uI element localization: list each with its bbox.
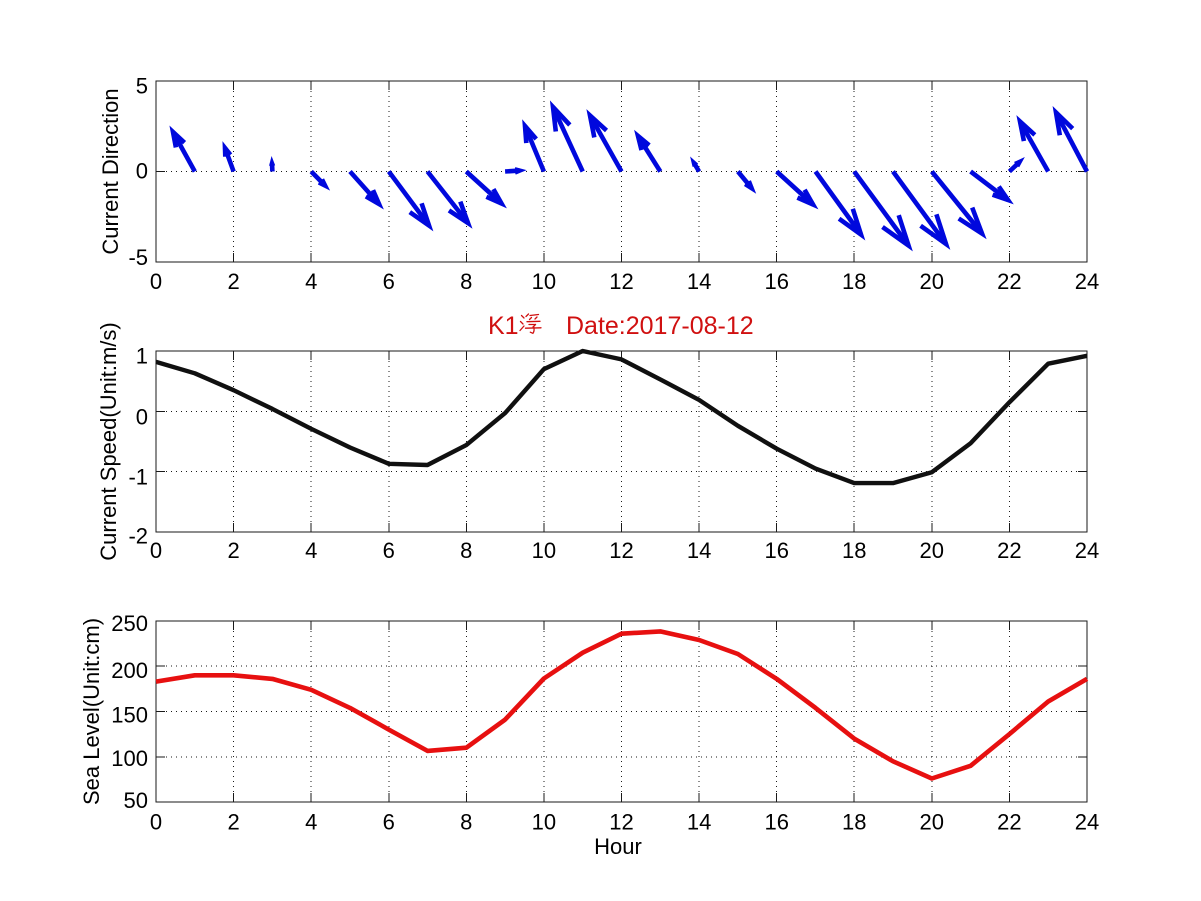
svg-text:20: 20	[920, 538, 944, 563]
svg-text:4: 4	[305, 810, 317, 835]
svg-text:6: 6	[383, 538, 395, 563]
svg-text:8: 8	[460, 538, 472, 563]
svg-text:0: 0	[136, 159, 148, 184]
svg-text:0: 0	[136, 404, 148, 429]
svg-text:14: 14	[687, 269, 711, 294]
svg-text:8: 8	[460, 810, 472, 835]
svg-text:6: 6	[383, 810, 395, 835]
svg-text:Current Direction: Current Direction	[98, 88, 123, 254]
svg-text:10: 10	[532, 538, 556, 563]
svg-text:18: 18	[842, 810, 866, 835]
svg-text:18: 18	[842, 269, 866, 294]
svg-text:Hour: Hour	[594, 834, 642, 859]
svg-text:14: 14	[687, 810, 711, 835]
svg-text:K1: K1	[488, 312, 519, 340]
svg-text:Sea Level(Unit:cm): Sea Level(Unit:cm)	[79, 618, 104, 805]
svg-text:24: 24	[1075, 538, 1099, 563]
svg-text:-2: -2	[128, 523, 148, 548]
svg-text:Date:2017-08-12: Date:2017-08-12	[566, 312, 754, 340]
svg-text:2: 2	[227, 538, 239, 563]
svg-text:5: 5	[136, 74, 148, 99]
svg-text:16: 16	[764, 810, 788, 835]
svg-text:22: 22	[997, 269, 1021, 294]
svg-text:16: 16	[764, 269, 788, 294]
svg-text:0: 0	[150, 269, 162, 294]
svg-text:20: 20	[920, 269, 944, 294]
svg-text:200: 200	[111, 658, 148, 683]
svg-text:0: 0	[150, 538, 162, 563]
svg-text:150: 150	[111, 703, 148, 728]
svg-text:4: 4	[305, 269, 317, 294]
svg-text:6: 6	[383, 269, 395, 294]
svg-text:12: 12	[609, 269, 633, 294]
svg-text:10: 10	[532, 269, 556, 294]
svg-text:14: 14	[687, 538, 711, 563]
svg-text:18: 18	[842, 538, 866, 563]
svg-text:22: 22	[997, 810, 1021, 835]
svg-text:24: 24	[1075, 269, 1099, 294]
svg-text:10: 10	[532, 810, 556, 835]
svg-text:0: 0	[150, 810, 162, 835]
svg-text:1: 1	[136, 343, 148, 368]
svg-text:16: 16	[764, 538, 788, 563]
svg-text:8: 8	[460, 269, 472, 294]
svg-text:2: 2	[227, 269, 239, 294]
svg-text:50: 50	[124, 788, 148, 813]
svg-text:24: 24	[1075, 810, 1099, 835]
svg-text:Current Speed(Unit:m/s): Current Speed(Unit:m/s)	[96, 322, 121, 560]
svg-text:2: 2	[227, 810, 239, 835]
svg-text:12: 12	[609, 810, 633, 835]
svg-text:22: 22	[997, 538, 1021, 563]
svg-text:-5: -5	[128, 245, 148, 270]
svg-text:12: 12	[609, 538, 633, 563]
svg-text:100: 100	[111, 746, 148, 771]
svg-text:4: 4	[305, 538, 317, 563]
svg-text:-1: -1	[128, 464, 148, 489]
svg-text:20: 20	[920, 810, 944, 835]
svg-text:250: 250	[111, 611, 148, 636]
